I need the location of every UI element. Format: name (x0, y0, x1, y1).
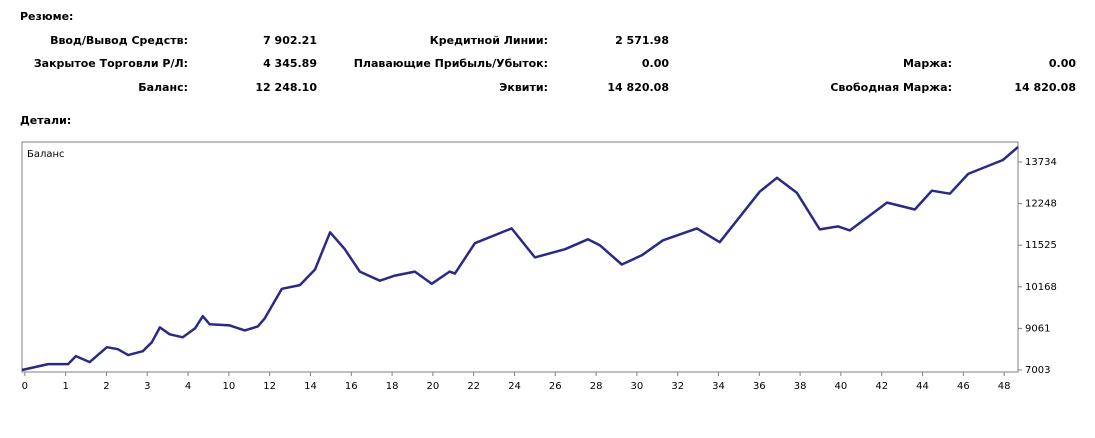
x-tick-label: 4 (185, 381, 191, 392)
x-tick-label: 1 (62, 381, 68, 392)
x-tick-label: 2 (103, 381, 109, 392)
details-title: Детали: (20, 114, 71, 127)
y-tick-label: 9061 (1025, 323, 1050, 334)
y-tick-label: 13734 (1025, 157, 1057, 168)
chart-title: Баланс (27, 149, 65, 160)
x-tick-label: 38 (794, 381, 807, 392)
summary-label: Баланс: (138, 81, 188, 94)
x-tick-label: 30 (631, 381, 644, 392)
x-tick-label: 46 (957, 381, 970, 392)
summary-label: Плавающие Прибыль/Убыток: (354, 57, 548, 70)
summary-value: 7 902.21 (263, 34, 317, 47)
x-tick-label: 40 (835, 381, 848, 392)
summary-value: 4 345.89 (263, 57, 317, 70)
x-tick-label: 34 (712, 381, 725, 392)
x-tick-label: 48 (998, 381, 1011, 392)
x-tick-label: 14 (304, 381, 317, 392)
balance-line (21, 146, 1019, 372)
summary-value: 0.00 (1049, 57, 1076, 70)
x-tick-label: 20 (427, 381, 440, 392)
x-tick-label: 22 (467, 381, 480, 392)
summary-label: Закрытое Торговли Р/Л: (34, 57, 188, 70)
y-tick-label: 10168 (1025, 282, 1057, 293)
y-tick-label: 11525 (1025, 240, 1057, 251)
summary-value: 12 248.10 (255, 81, 317, 94)
summary-value: 0.00 (642, 57, 669, 70)
summary-value: 14 820.08 (1014, 81, 1076, 94)
summary-label: Ввод/Вывод Средств: (50, 34, 188, 47)
x-tick-label: 26 (549, 381, 562, 392)
summary-value: 14 820.08 (607, 81, 669, 94)
summary-label: Эквити: (499, 81, 548, 94)
x-tick-label: 18 (386, 381, 399, 392)
summary-label: Свободная Маржа: (830, 81, 952, 94)
x-tick-label: 28 (590, 381, 603, 392)
summary-label: Маржа: (903, 57, 952, 70)
plot-frame (21, 141, 1019, 373)
x-tick-label: 3 (144, 381, 150, 392)
x-tick-label: 16 (345, 381, 358, 392)
x-tick-label: 24 (508, 381, 521, 392)
x-tick-label: 42 (875, 381, 888, 392)
x-tick-label: 32 (671, 381, 684, 392)
x-tick-label: 10 (223, 381, 236, 392)
summary-value: 2 571.98 (615, 34, 669, 47)
y-tick-label: 12248 (1025, 199, 1057, 210)
summary-label: Кредитной Линии: (430, 34, 548, 47)
x-tick-label: 12 (263, 381, 276, 392)
summary-title: Резюме: (20, 10, 73, 23)
x-tick-label: 36 (753, 381, 766, 392)
x-tick-label: 44 (916, 381, 929, 392)
x-tick-label: 0 (22, 381, 28, 392)
y-tick-label: 7003 (1025, 365, 1050, 376)
